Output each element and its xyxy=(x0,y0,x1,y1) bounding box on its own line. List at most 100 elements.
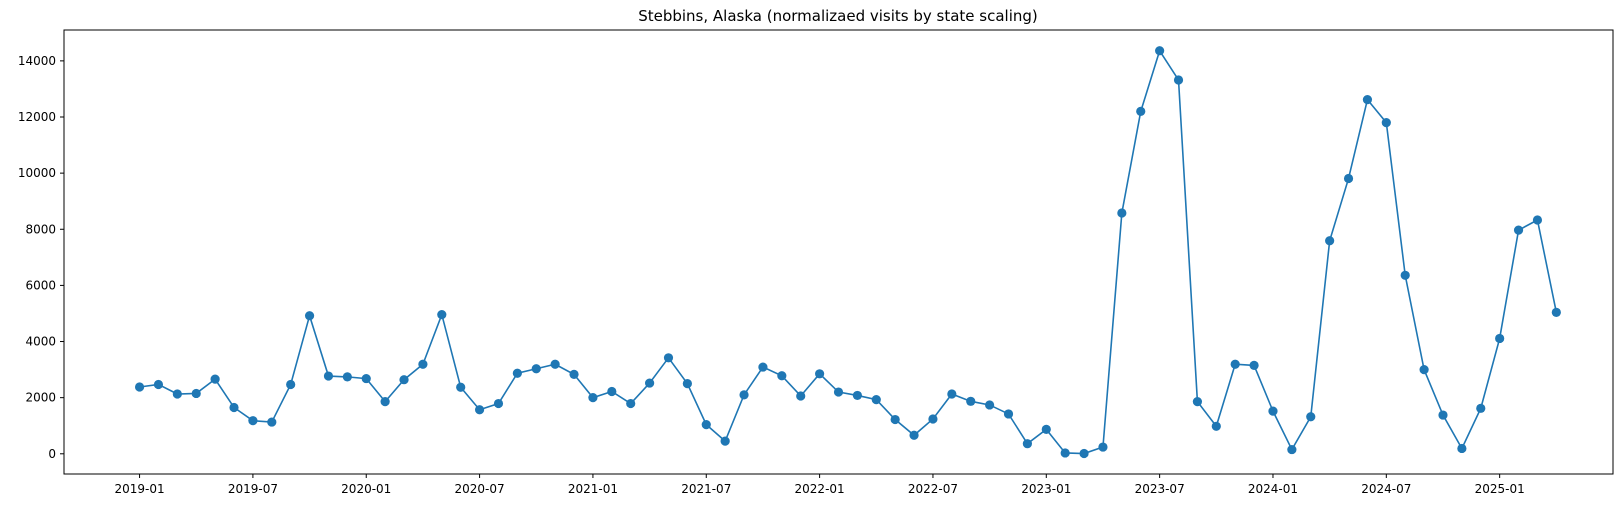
data-point xyxy=(1022,439,1032,449)
data-point xyxy=(286,379,296,390)
data-point xyxy=(588,393,598,403)
data-point xyxy=(871,395,881,405)
data-point xyxy=(796,391,806,401)
y-tick-label: 0 xyxy=(48,447,56,461)
data-point xyxy=(1400,270,1410,280)
y-tick-label: 10000 xyxy=(18,166,56,180)
data-point xyxy=(1003,409,1014,419)
y-tick-label: 14000 xyxy=(18,54,56,68)
data-point xyxy=(833,387,844,397)
data-point xyxy=(1343,173,1354,184)
x-tick-label: 2019-01 xyxy=(114,482,164,496)
data-point xyxy=(739,390,749,400)
x-tick-label: 2021-01 xyxy=(568,482,618,496)
data-point xyxy=(304,311,315,321)
data-point xyxy=(1268,406,1278,416)
data-point xyxy=(1438,410,1448,420)
x-tick-label: 2020-01 xyxy=(341,482,391,496)
data-point xyxy=(323,371,334,381)
chart-title: Stebbins, Alaska (normalizaed visits by … xyxy=(638,7,1038,25)
data-point xyxy=(890,414,900,425)
x-tick-label: 2019-07 xyxy=(228,482,278,496)
data-point xyxy=(1457,443,1467,454)
data-point xyxy=(1155,46,1165,56)
data-point xyxy=(361,373,371,384)
data-point xyxy=(1230,359,1240,369)
data-point xyxy=(474,405,485,415)
y-tick-label: 2000 xyxy=(25,391,56,405)
data-point xyxy=(852,390,862,401)
data-point xyxy=(607,386,617,397)
data-point xyxy=(701,420,711,430)
data-point xyxy=(815,369,825,379)
y-tick-label: 4000 xyxy=(25,335,56,349)
data-point xyxy=(456,382,466,392)
data-point xyxy=(682,379,692,389)
data-point xyxy=(1306,412,1316,422)
data-point xyxy=(909,430,919,440)
data-point xyxy=(512,368,522,378)
y-tick-label: 8000 xyxy=(25,222,56,236)
data-point xyxy=(947,389,957,399)
data-point xyxy=(1513,225,1524,235)
data-point xyxy=(1381,118,1391,128)
x-tick-label: 2023-01 xyxy=(1021,482,1071,496)
x-tick-label: 2024-01 xyxy=(1248,482,1298,496)
data-point xyxy=(531,364,541,374)
data-point xyxy=(1495,333,1505,344)
data-point xyxy=(1476,403,1486,413)
data-point xyxy=(418,359,428,369)
data-point xyxy=(267,417,277,427)
data-point xyxy=(399,375,409,385)
data-point xyxy=(985,400,995,410)
x-tick-label: 2024-07 xyxy=(1361,482,1411,496)
data-point xyxy=(210,374,220,384)
data-point xyxy=(720,436,730,446)
x-tick-label: 2025-01 xyxy=(1475,482,1525,496)
data-point xyxy=(1325,236,1335,246)
data-point xyxy=(1117,208,1127,218)
data-point xyxy=(1173,75,1184,85)
data-point xyxy=(134,382,145,392)
plot-area xyxy=(134,46,1561,459)
x-tick-label: 2022-07 xyxy=(908,482,958,496)
data-point xyxy=(1532,215,1543,225)
data-point xyxy=(928,414,938,424)
data-point xyxy=(758,362,768,372)
data-point xyxy=(1551,307,1561,317)
data-point xyxy=(777,371,787,381)
data-point xyxy=(569,369,579,379)
data-point xyxy=(229,402,239,413)
data-point xyxy=(191,388,201,399)
data-point xyxy=(1079,448,1089,459)
series-line xyxy=(139,48,1558,455)
data-point xyxy=(342,372,352,382)
y-tick-label: 12000 xyxy=(18,110,56,124)
data-point xyxy=(1362,95,1373,105)
x-tick-label: 2023-07 xyxy=(1135,482,1185,496)
data-point xyxy=(1192,396,1203,407)
data-point xyxy=(1211,421,1221,431)
x-tick-label: 2022-01 xyxy=(795,482,845,496)
data-point xyxy=(1041,424,1051,434)
data-point xyxy=(663,353,674,363)
data-point xyxy=(172,389,182,399)
x-tick-label: 2021-07 xyxy=(681,482,731,496)
data-point xyxy=(248,416,258,426)
data-point xyxy=(1287,444,1297,455)
data-point xyxy=(153,379,164,390)
y-tick-label: 6000 xyxy=(25,278,56,292)
data-point xyxy=(380,396,390,407)
data-point xyxy=(1060,448,1070,458)
data-point xyxy=(1419,365,1429,375)
data-point xyxy=(493,398,504,409)
axes-frame xyxy=(63,29,1614,475)
data-point xyxy=(437,309,447,320)
data-point xyxy=(645,378,655,388)
data-point xyxy=(966,396,976,406)
data-point xyxy=(1249,360,1259,370)
data-point xyxy=(1098,442,1108,452)
data-point xyxy=(550,359,560,369)
data-point xyxy=(626,398,636,409)
